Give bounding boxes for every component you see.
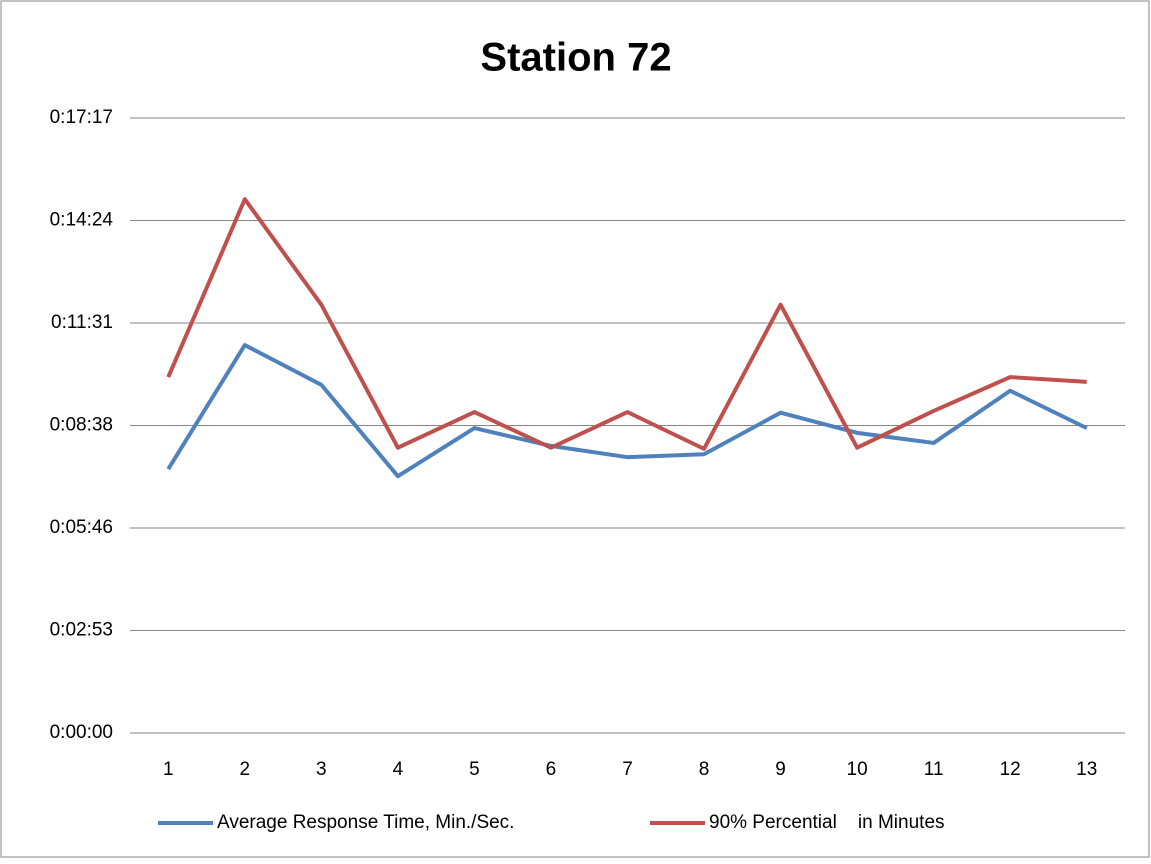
chart-title: Station 72 xyxy=(480,36,671,80)
x-tick-label: 5 xyxy=(469,759,480,780)
series-line xyxy=(166,343,1088,479)
y-tick-label: 0:08:38 xyxy=(50,415,113,436)
y-tick-label: 0:05:46 xyxy=(50,517,113,538)
x-tick-label: 10 xyxy=(847,759,868,780)
x-tick-label: 6 xyxy=(546,759,557,780)
y-tick-label: 0:17:17 xyxy=(50,107,113,128)
y-tick-label: 0:02:53 xyxy=(50,620,113,641)
x-tick-label: 9 xyxy=(775,759,786,780)
x-tick-label: 1 xyxy=(163,759,174,780)
x-tick-label: 12 xyxy=(1000,759,1021,780)
x-tick-label: 11 xyxy=(924,759,944,780)
x-tick-label: 7 xyxy=(622,759,633,780)
y-tick-label: 0:00:00 xyxy=(50,722,113,743)
x-tick-label: 13 xyxy=(1076,759,1097,780)
x-tick-label: 3 xyxy=(316,759,327,780)
legend-label: Average Response Time, Min./Sec. xyxy=(217,812,514,833)
x-tick-label: 4 xyxy=(393,759,404,780)
x-tick-label: 2 xyxy=(240,759,251,780)
series-line xyxy=(166,197,1087,451)
x-tick-label: 8 xyxy=(699,759,710,780)
y-tick-label: 0:11:31 xyxy=(51,312,113,333)
legend-label: 90% Percential in Minutes xyxy=(709,812,945,833)
y-tick-label: 0:14:24 xyxy=(50,210,114,231)
